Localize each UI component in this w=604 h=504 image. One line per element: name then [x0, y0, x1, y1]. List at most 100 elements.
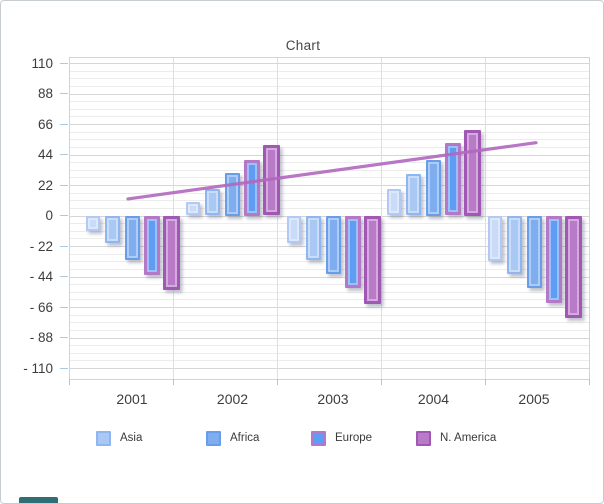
bar-europe-2005[interactable] — [545, 215, 562, 303]
y-axis-label: - 44 — [29, 269, 53, 284]
y-axis-tick — [60, 93, 68, 94]
gridline-horizontal — [69, 368, 589, 369]
gridline-horizontal — [69, 322, 589, 324]
chart-title: Chart — [285, 38, 321, 53]
y-axis-label: - 22 — [29, 238, 53, 254]
legend-item-asia[interactable]: Asia — [96, 429, 142, 447]
y-axis-tick — [60, 62, 68, 64]
bar-series1-2002[interactable] — [186, 201, 201, 216]
bar-europe-2001[interactable] — [143, 215, 160, 276]
x-axis-tick — [485, 379, 486, 385]
y-axis-tick — [60, 184, 68, 186]
plot-border-top — [69, 57, 589, 58]
gridline-horizontal — [69, 108, 589, 110]
gridline-horizontal — [69, 200, 589, 202]
gridline-horizontal — [69, 124, 589, 125]
x-axis-label-2002: 2002 — [216, 391, 249, 407]
y-axis-label: 66 — [37, 116, 53, 132]
gridline-horizontal — [69, 192, 589, 194]
bar-asia-2005[interactable] — [506, 215, 522, 274]
legend-item-europe[interactable]: Europe — [311, 429, 372, 447]
gridline-horizontal — [69, 307, 589, 308]
gridline-vertical — [277, 57, 278, 379]
gridline-horizontal — [69, 85, 589, 87]
gridline-horizontal — [69, 291, 589, 293]
y-axis-label: - 110 — [23, 360, 53, 376]
bar-africa-2005[interactable] — [526, 215, 542, 288]
plot-border-bottom — [69, 379, 589, 380]
y-axis-label: 88 — [37, 86, 53, 101]
plot-border-left — [69, 57, 70, 379]
bar-europe-2002[interactable] — [244, 160, 261, 216]
bar-series1-2005[interactable] — [487, 215, 502, 262]
bottom-left-ui-fragment — [19, 497, 58, 503]
bar-n-america-2003[interactable] — [363, 215, 381, 305]
legend-item-africa[interactable]: Africa — [206, 429, 259, 447]
gridline-horizontal — [69, 93, 589, 95]
bar-africa-2004[interactable] — [426, 160, 441, 216]
gridline-horizontal — [69, 162, 589, 164]
bar-asia-2001[interactable] — [104, 215, 120, 244]
x-axis-tick — [69, 379, 70, 385]
gridline-horizontal — [69, 70, 589, 72]
bar-n-america-2004[interactable] — [464, 129, 482, 216]
bar-asia-2002[interactable] — [205, 189, 221, 216]
x-axis-tick — [589, 379, 590, 385]
bar-n-america-2001[interactable] — [162, 215, 180, 291]
legend-swatch — [96, 430, 111, 446]
bar-series1-2004[interactable] — [387, 189, 402, 216]
gridline-horizontal — [69, 299, 589, 301]
y-axis-label: 22 — [37, 177, 53, 193]
gridline-horizontal — [69, 63, 589, 64]
legend-swatch — [416, 430, 431, 446]
gridline-horizontal — [69, 337, 589, 339]
gridline-vertical — [381, 57, 382, 379]
bar-n-america-2002[interactable] — [263, 144, 281, 216]
gridline-horizontal — [69, 185, 589, 186]
gridline-horizontal — [69, 207, 589, 209]
bar-europe-2003[interactable] — [344, 215, 361, 288]
gridline-horizontal — [69, 78, 589, 80]
gridline-horizontal — [69, 345, 589, 347]
gridline-horizontal — [69, 139, 589, 141]
y-axis-tick — [60, 215, 68, 216]
gridline-horizontal — [69, 101, 589, 103]
x-axis-label-2004: 2004 — [417, 391, 450, 407]
bar-series1-2001[interactable] — [85, 215, 100, 231]
gridline-horizontal — [69, 329, 589, 331]
bar-n-america-2005[interactable] — [564, 215, 582, 319]
y-axis-tick — [60, 337, 68, 338]
legend-swatch — [206, 430, 221, 446]
legend-item-n-america[interactable]: N. America — [416, 429, 496, 447]
x-axis-tick — [173, 379, 174, 385]
gridline-horizontal — [69, 131, 589, 133]
bar-europe-2004[interactable] — [445, 143, 462, 216]
y-axis-label: - 88 — [29, 330, 53, 345]
bar-africa-2001[interactable] — [124, 215, 140, 260]
x-axis-label-2005: 2005 — [518, 391, 550, 407]
gridline-horizontal — [69, 284, 589, 286]
y-axis-tick — [60, 245, 68, 247]
gridline-horizontal — [69, 146, 589, 148]
legend-label: Asia — [120, 432, 143, 444]
x-axis-tick — [277, 379, 278, 385]
y-axis-tick — [60, 123, 68, 125]
gridline-horizontal — [69, 314, 589, 316]
legend-label: N. America — [440, 432, 497, 444]
bar-asia-2003[interactable] — [305, 215, 321, 260]
bar-asia-2004[interactable] — [406, 173, 422, 216]
gridline-vertical — [485, 57, 486, 379]
x-axis-label-2003: 2003 — [317, 391, 349, 407]
gridline-horizontal — [69, 276, 589, 278]
legend-label: Africa — [230, 432, 260, 444]
bar-africa-2002[interactable] — [225, 172, 240, 216]
gridline-horizontal — [69, 177, 589, 179]
legend-label: Europe — [335, 432, 373, 444]
y-axis-label: 44 — [37, 147, 53, 162]
y-axis-tick — [60, 154, 68, 155]
gridline-horizontal — [69, 154, 589, 156]
y-axis-tick — [60, 306, 68, 308]
y-axis-tick — [60, 276, 68, 277]
bar-series1-2003[interactable] — [286, 215, 301, 244]
bar-africa-2003[interactable] — [325, 215, 341, 274]
